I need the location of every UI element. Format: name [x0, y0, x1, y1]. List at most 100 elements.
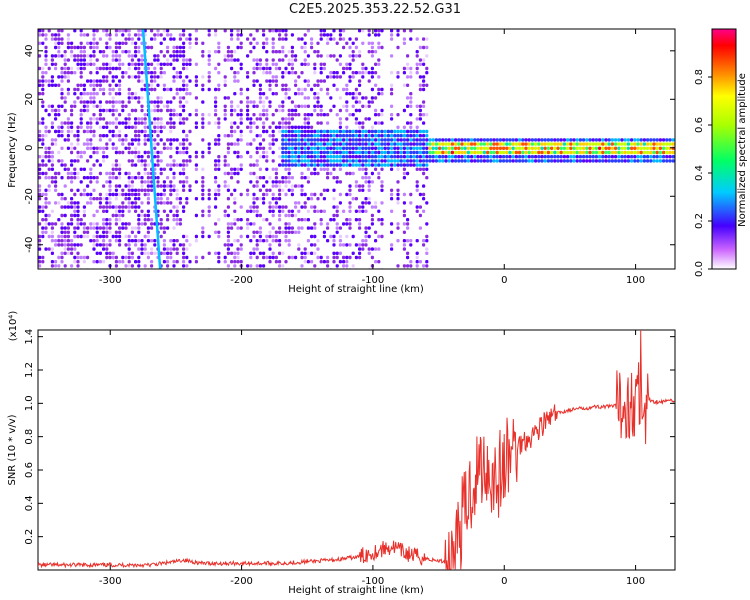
- spectrogram-cell: [303, 201, 307, 205]
- spectrogram-cell: [303, 163, 307, 167]
- spectrogram-cell: [287, 71, 291, 75]
- spectrogram-cell: [319, 66, 323, 71]
- spectrogram-cell: [457, 150, 461, 155]
- spectrogram-cell: [290, 113, 294, 117]
- spectrogram-cell: [194, 260, 198, 264]
- spectrogram-cell: [319, 71, 323, 75]
- spectrogram-cell: [658, 159, 662, 163]
- spectrogram-cell: [358, 251, 362, 255]
- spectrogram-cell: [390, 222, 394, 226]
- spectrogram-cell: [412, 146, 416, 150]
- spectrogram-cell: [143, 113, 147, 117]
- spectrogram-cell: [306, 167, 310, 171]
- spectrogram-cell: [380, 45, 384, 50]
- spectrogram-cell: [130, 96, 134, 100]
- spectrogram-cell: [556, 138, 560, 142]
- spectrogram-cell: [438, 150, 442, 155]
- spectrogram-cell: [370, 45, 374, 50]
- spectrogram-cell: [38, 134, 42, 138]
- spectrogram-cell: [57, 83, 61, 87]
- spectrogram-cell: [185, 197, 189, 201]
- spectrogram-cell: [511, 159, 515, 163]
- spectrogram-cell: [236, 29, 240, 33]
- spectrogram-cell: [319, 142, 323, 146]
- spectrogram-cell: [281, 50, 285, 54]
- snr-y-multiplier: (x10⁴): [8, 311, 19, 342]
- snr-series-line: [38, 330, 675, 570]
- spectrogram-cell: [258, 226, 262, 230]
- spectrogram-cell: [425, 113, 429, 117]
- spectrogram-cell: [332, 197, 336, 201]
- spectrogram-cell: [233, 209, 237, 213]
- spectrogram-cell: [342, 104, 346, 108]
- spectrogram-cell: [268, 201, 272, 205]
- spectrogram-cell: [114, 92, 118, 96]
- spectrogram-cell: [153, 150, 157, 155]
- spectrogram-cell: [124, 264, 128, 268]
- spectrogram-cell: [76, 205, 80, 209]
- spectrogram-cell: [297, 37, 301, 41]
- spectrogram-cell: [367, 155, 371, 159]
- spectrogram-cell: [76, 255, 80, 260]
- spectrogram-cell: [102, 125, 106, 129]
- spectrogram-cell: [358, 92, 362, 96]
- spectrogram-cell: [255, 159, 259, 163]
- spectrogram-cell: [76, 213, 80, 218]
- spectrogram-cell: [402, 83, 406, 87]
- spectrogram-cell: [306, 155, 310, 159]
- spectrogram-cell: [111, 163, 115, 167]
- spectrogram-cell: [92, 239, 96, 243]
- spectrogram-cell: [265, 155, 269, 159]
- spectrogram-cell: [233, 251, 237, 255]
- spectrogram-cell: [470, 150, 474, 155]
- spectrogram-cell: [287, 255, 291, 260]
- spectrogram-cell: [175, 247, 179, 251]
- spectrogram-cell: [377, 129, 381, 134]
- spectrogram-cell: [415, 188, 419, 192]
- spectrogram-cell: [262, 100, 266, 104]
- spectrogram-cell: [370, 54, 374, 58]
- spectrogram-cell: [172, 37, 176, 41]
- spectrogram-cell: [82, 260, 86, 264]
- spectrogram-cell: [214, 138, 218, 142]
- spectrogram-cell: [47, 150, 51, 155]
- spectrogram-cell: [54, 54, 58, 58]
- spectrogram-cell: [214, 33, 218, 37]
- spectrogram-cell: [319, 222, 323, 226]
- spectrogram-cell: [89, 155, 93, 159]
- spectrogram-cell: [76, 222, 80, 226]
- spectrogram-cell: [118, 230, 122, 234]
- spectrogram-cell: [428, 155, 432, 159]
- spectrogram-cell: [348, 192, 352, 197]
- spectrogram-cell: [428, 159, 432, 163]
- spectrogram-cell: [89, 83, 93, 87]
- spectrogram-cell: [345, 222, 349, 226]
- spectrogram-cell: [54, 260, 58, 264]
- spectrogram-cell: [300, 138, 304, 142]
- spectrogram-cell: [137, 71, 141, 75]
- spectrogram-cell: [143, 142, 147, 146]
- spectrogram-cell: [287, 159, 291, 163]
- spectrogram-cell: [415, 163, 419, 167]
- spectrogram-cell: [105, 234, 109, 239]
- spectrogram-cell: [402, 163, 406, 167]
- spectrogram-cell: [92, 37, 96, 41]
- spectrogram-cell: [70, 264, 74, 268]
- spectrogram-cell: [342, 155, 346, 159]
- spectrogram-cell: [418, 205, 422, 209]
- spectrogram-cell: [207, 121, 211, 125]
- spectrogram-cell: [98, 125, 102, 129]
- spectrogram-cell: [540, 150, 544, 155]
- spectrogram-cell: [169, 108, 173, 113]
- spectrogram-cell: [143, 264, 147, 268]
- spectrogram-cell: [354, 218, 358, 222]
- spectrogram-cell: [54, 113, 58, 117]
- spectrogram-cell: [246, 125, 250, 129]
- spectrogram-cell: [98, 234, 102, 239]
- spectrogram-cell: [86, 159, 90, 163]
- spectrogram-cell: [358, 184, 362, 188]
- spectrogram-cell: [185, 163, 189, 167]
- spectrogram-cell: [127, 197, 131, 201]
- spectrogram-cell: [86, 142, 90, 146]
- spectrogram-cell: [114, 125, 118, 129]
